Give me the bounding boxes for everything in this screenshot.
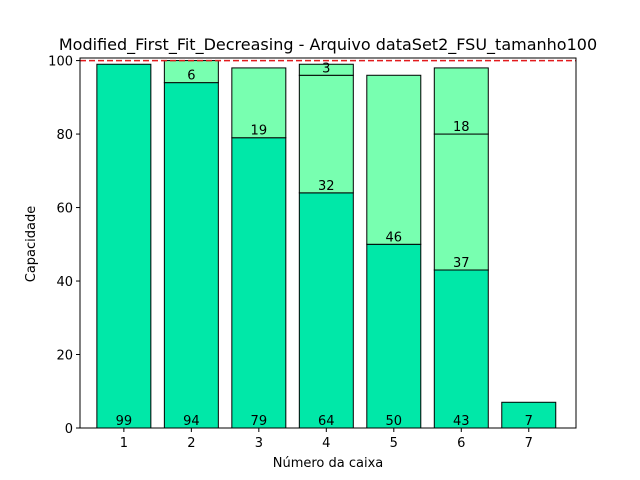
x-tick-label: 3 <box>255 436 263 451</box>
bar-segment-bin6-item1 <box>433 269 489 429</box>
data-label-bin6-item3: 18 <box>453 120 470 135</box>
x-tick-label: 6 <box>457 436 465 451</box>
data-label-bin6-item2: 37 <box>453 256 470 271</box>
data-label-bin2-item1: 94 <box>183 414 200 429</box>
x-axis-label: Número da caixa <box>273 456 384 471</box>
data-label-bin4-item3: 3 <box>322 61 330 76</box>
x-axis-ticks: 1 2 3 4 5 6 7 <box>120 428 533 451</box>
data-label-bin3-item2: 19 <box>251 124 268 139</box>
y-axis-label: Capacidade <box>24 206 39 283</box>
bar-segment-bin5-item2 <box>366 74 422 245</box>
bar-segment-bin1-item1 <box>96 63 152 429</box>
bar-segment-bin4-item3 <box>298 63 354 76</box>
bar-segment-bin6-item3 <box>433 67 489 135</box>
bars-group <box>96 60 557 429</box>
x-tick-label: 2 <box>187 436 195 451</box>
y-tick-label: 80 <box>56 128 73 143</box>
data-label-bin4-item1: 64 <box>318 414 335 429</box>
data-labels-group: 99 94 6 79 19 64 32 3 50 46 43 37 18 7 <box>116 61 533 429</box>
bar-segment-bin5-item1 <box>366 243 422 429</box>
chart-title: Modified_First_Fit_Decreasing - Arquivo … <box>59 35 597 55</box>
data-label-bin7-item1: 7 <box>525 414 533 429</box>
data-label-bin2-item2: 6 <box>187 69 195 84</box>
x-tick-label: 7 <box>525 436 533 451</box>
data-label-bin4-item2: 32 <box>318 179 335 194</box>
x-tick-label: 4 <box>322 436 330 451</box>
data-label-bin5-item2: 46 <box>386 230 403 245</box>
y-tick-label: 0 <box>65 422 73 437</box>
y-axis-ticks: 0 20 40 60 80 100 <box>48 55 80 437</box>
plot-frame <box>79 57 577 429</box>
bar-segment-bin3-item2 <box>231 67 287 139</box>
data-label-bin5-item1: 50 <box>386 414 403 429</box>
bar-segment-bin6-item2 <box>433 133 489 271</box>
x-tick-label: 1 <box>120 436 128 451</box>
data-label-bin1-item1: 99 <box>116 414 133 429</box>
y-tick-label: 40 <box>56 275 73 290</box>
y-tick-label: 60 <box>56 202 73 217</box>
y-tick-label: 100 <box>48 55 73 70</box>
bar-segment-bin4-item2 <box>298 74 354 194</box>
x-tick-label: 5 <box>390 436 398 451</box>
bar-segment-bin4-item1 <box>298 192 354 429</box>
data-label-bin3-item1: 79 <box>251 414 268 429</box>
bar-segment-bin2-item1 <box>163 82 219 429</box>
y-tick-label: 20 <box>56 349 73 364</box>
bar-segment-bin3-item1 <box>231 137 287 429</box>
data-label-bin6-item1: 43 <box>453 414 470 429</box>
